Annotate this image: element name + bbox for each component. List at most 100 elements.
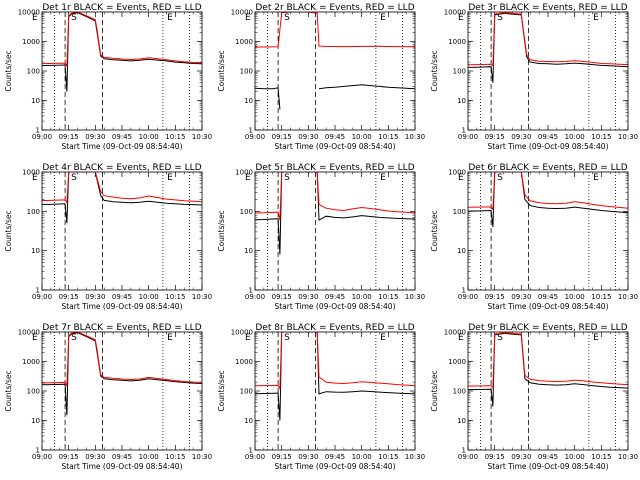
plot-frame [41, 331, 203, 451]
x-tick-label: 09:15 [272, 133, 292, 141]
y-tick-label: 10000 [18, 9, 40, 17]
y-tick-label: 1000 [235, 358, 253, 366]
x-tick-label: 09:00 [245, 453, 265, 461]
event-marker-label: S [284, 13, 290, 23]
x-tick-label: 10:15 [591, 293, 611, 301]
x-tick-label: 10:30 [405, 453, 425, 461]
x-tick-label: 09:00 [458, 133, 478, 141]
x-tick-label: 10:30 [405, 293, 425, 301]
y-axis-label: Counts/sec [4, 210, 13, 251]
x-tick-label: 09:00 [245, 293, 265, 301]
lld-series-line [468, 332, 628, 389]
event-marker-label: E [245, 173, 251, 183]
y-tick-label: 10 [31, 247, 40, 255]
det-1-chart: Det 1r BLACK = Events, RED = LLD Counts/s… [4, 3, 212, 151]
events-series-line [255, 172, 415, 255]
event-marker-label: E [380, 13, 386, 23]
x-tick-label: 09:00 [32, 293, 52, 301]
event-marker-label: E [458, 173, 464, 183]
x-axis-label: Start Time (09-Oct-09 08:54:40) [487, 462, 608, 471]
y-tick-label: 1000 [235, 169, 253, 177]
lld-series-line [468, 172, 628, 212]
det-7-chart: Det 7r BLACK = Events, RED = LLD Counts/s… [4, 323, 212, 471]
x-tick-label: 09:30 [298, 293, 318, 301]
y-tick-label: 10000 [444, 329, 466, 337]
y-tick-label: 1 [462, 447, 466, 455]
x-tick-label: 09:30 [85, 453, 105, 461]
x-tick-label: 10:00 [565, 293, 585, 301]
y-tick-label: 1 [36, 447, 40, 455]
y-tick-label: 10000 [231, 329, 253, 337]
y-tick-label: 100 [453, 388, 466, 396]
x-axis-label: Start Time (09-Oct-09 08:54:40) [487, 302, 608, 311]
chart-title: Det 4r BLACK = Events, RED = LLD [42, 163, 201, 173]
y-tick-label: 1000 [22, 358, 40, 366]
lld-series-line [468, 12, 628, 67]
plot-frame [467, 331, 629, 451]
x-axis-label: Start Time (09-Oct-09 08:54:40) [61, 462, 182, 471]
event-marker-label: E [167, 333, 173, 343]
lld-series-line [255, 12, 415, 48]
x-tick-label: 10:30 [618, 453, 638, 461]
y-axis-label: Counts/sec [217, 210, 226, 251]
y-tick-label: 1000 [448, 358, 466, 366]
y-tick-label: 100 [27, 68, 40, 76]
y-tick-label: 1000 [235, 38, 253, 46]
event-marker-label: E [167, 13, 173, 23]
x-tick-label: 09:30 [85, 133, 105, 141]
event-marker-label: E [458, 13, 464, 23]
x-tick-label: 10:30 [405, 133, 425, 141]
event-marker-label: S [497, 333, 503, 343]
y-axis-label: Counts/sec [430, 50, 439, 91]
x-tick-label: 10:15 [165, 453, 185, 461]
det-8-chart: Det 8r BLACK = Events, RED = LLD Counts/s… [217, 323, 425, 471]
x-tick-label: 09:30 [511, 453, 531, 461]
x-tick-label: 09:30 [298, 133, 318, 141]
event-marker-label: E [32, 13, 38, 23]
chart-title: Det 2r BLACK = Events, RED = LLD [255, 3, 414, 13]
y-tick-label: 100 [240, 208, 253, 216]
events-series-line [42, 12, 202, 92]
x-tick-label: 09:15 [59, 453, 79, 461]
chart-title: Det 8r BLACK = Events, RED = LLD [255, 323, 414, 333]
y-axis-label: Counts/sec [430, 210, 439, 251]
x-tick-label: 10:00 [352, 133, 372, 141]
event-marker-label: E [245, 13, 251, 23]
chart-title: Det 6r BLACK = Events, RED = LLD [468, 163, 627, 173]
events-series-line [42, 172, 202, 224]
event-marker-label: E [245, 333, 251, 343]
y-tick-label: 100 [27, 388, 40, 396]
x-tick-label: 09:15 [485, 293, 505, 301]
chart-title: Det 1r BLACK = Events, RED = LLD [42, 3, 201, 13]
y-axis-label: Counts/sec [430, 370, 439, 411]
event-marker-label: E [380, 173, 386, 183]
x-tick-label: 09:45 [538, 453, 558, 461]
y-tick-label: 10 [31, 97, 40, 105]
plot-frame [467, 11, 629, 131]
x-tick-label: 09:45 [112, 453, 132, 461]
x-tick-label: 09:30 [511, 293, 531, 301]
plot-frame [254, 171, 416, 291]
x-tick-label: 10:15 [591, 133, 611, 141]
events-series-line [468, 12, 628, 83]
lld-series-line [255, 172, 415, 221]
plot-frame [254, 11, 416, 131]
y-tick-label: 1000 [448, 169, 466, 177]
x-axis-label: Start Time (09-Oct-09 08:54:40) [61, 302, 182, 311]
chart-title: Det 7r BLACK = Events, RED = LLD [42, 323, 201, 333]
x-tick-label: 10:30 [192, 133, 212, 141]
event-marker-label: E [380, 333, 386, 343]
x-tick-label: 09:15 [272, 453, 292, 461]
x-tick-label: 09:30 [85, 293, 105, 301]
lld-series-line [42, 12, 202, 68]
event-marker-label: S [71, 173, 77, 183]
x-tick-label: 09:45 [325, 133, 345, 141]
y-tick-label: 1 [249, 447, 253, 455]
x-tick-label: 10:15 [165, 293, 185, 301]
x-tick-label: 09:00 [458, 453, 478, 461]
y-tick-label: 10 [31, 417, 40, 425]
y-tick-label: 10 [244, 97, 253, 105]
x-tick-label: 09:15 [59, 133, 79, 141]
event-marker-label: E [167, 173, 173, 183]
